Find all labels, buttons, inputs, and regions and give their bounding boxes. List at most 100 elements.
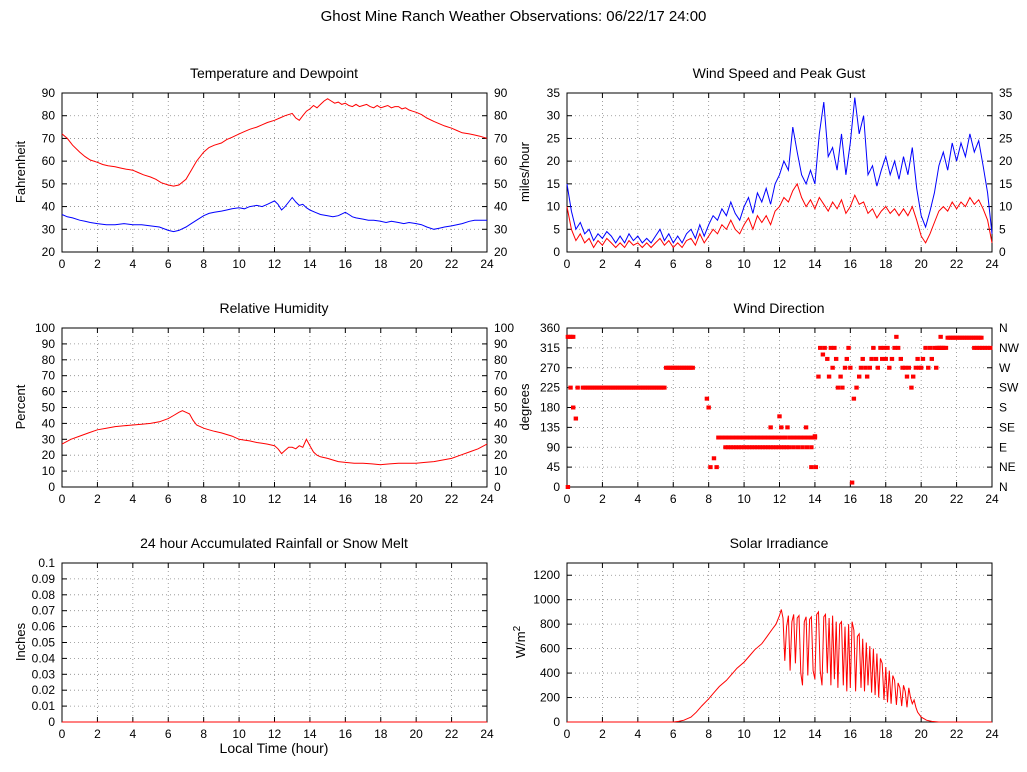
scatter-point [805,435,811,440]
y-tick-label: 600 [540,642,560,656]
x-tick-label: 0 [564,492,571,506]
scatter-point [977,345,982,350]
scatter-point [731,445,736,450]
plot-border [61,327,488,488]
x-tick-label: 2 [94,727,101,741]
scatter-point [795,435,800,440]
y-tick-label: 800 [540,617,560,631]
scatter-point [818,345,823,350]
scatter-point [804,445,810,450]
scatter-point [760,445,765,450]
y-right-tick-label: 30 [494,432,508,446]
scatter-point [871,345,876,350]
plot-area-solar-irradiance: 0 2 4 6 8 10 12 14 16 18 20 22 240200400600800100012… [533,562,999,741]
scatter-point [854,385,859,390]
scatter-point [802,435,807,440]
scatter-point [741,445,747,450]
chart-rainfall: 24 hour Accumulated Rainfall or Snow Mel… [13,535,494,756]
scatter-point [838,374,843,379]
x-tick-label: 24 [985,727,999,741]
scatter-point [791,435,796,440]
y-tick-label: 90 [547,440,561,454]
scatter-point [851,396,857,401]
scatter-point [858,365,864,370]
x-tick-label: 12 [773,257,787,271]
y-tick-label: 10 [42,464,56,478]
x-tick-label: 16 [339,492,353,506]
x-tick-label: 10 [232,257,246,271]
series-line-relative-humidity [61,410,488,466]
x-tick-label: 0 [564,727,571,741]
scatter-point [765,445,771,450]
scatter-point [755,445,760,450]
scatter-point [923,345,928,350]
y-tick-label: 20 [42,448,56,462]
scatter-point [812,435,818,440]
y-tick-label: 0.03 [32,667,56,681]
scatter-point [881,345,887,350]
scatter-point [748,435,753,440]
x-tick-label: 18 [374,492,388,506]
scatter-point [730,435,735,440]
scatter-point [809,435,814,440]
x-tick-label: 0 [564,257,571,271]
scatter-point [822,345,827,350]
x-tick-label: 16 [844,257,858,271]
y-tick-label: 15 [547,177,561,191]
scatter-point [892,345,897,350]
x-tick-label: 10 [737,492,751,506]
x-tick-label: 4 [129,257,136,271]
y-tick-label: 60 [42,385,56,399]
scatter-point [894,334,899,339]
y-tick-label: 0.02 [32,683,56,697]
y-right-tick-label: 10 [494,464,508,478]
x-tick-label: 6 [670,492,677,506]
y-tick-label: 25 [547,131,561,145]
scatter-point [783,435,788,440]
x-tick-label: 10 [737,257,751,271]
y-right-tick-label: 30 [494,222,508,236]
scatter-point [898,356,904,361]
x-tick-label: 16 [339,257,353,271]
y-tick-label: 0.07 [32,604,56,618]
y-tick-label: 30 [42,222,56,236]
x-tick-label: 20 [914,492,928,506]
y-tick-label: 90 [42,337,56,351]
y-right-tick-label: 10 [999,200,1013,214]
scatter-point [803,425,809,430]
scatter-point [565,485,571,489]
y-axis-label-inches: Inches [13,622,28,661]
y-right-tick-label: 40 [494,200,508,214]
scatter-point [856,374,862,379]
scatter-point [776,445,781,450]
scatter-point [974,345,980,350]
scatter-point [570,405,576,410]
scatter-point [864,374,870,379]
y-right-tick-label: 20 [999,154,1013,168]
scatter-point [918,365,924,370]
x-tick-label: 4 [634,727,641,741]
scatter-point [704,396,710,401]
x-tick-label: 16 [339,727,353,741]
series-line-solar-irradiance [567,609,992,723]
y-right-tick-label: 90 [494,337,508,351]
scatter-point [757,445,763,450]
scatter-point [832,345,837,350]
x-tick-label: 16 [844,727,858,741]
scatter-point [903,365,908,370]
x-tick-label: 20 [409,727,423,741]
series-line-temperature [61,98,488,187]
y-right-tick-label: 70 [494,131,508,145]
scatter-point [906,365,911,370]
scatter-point [768,445,773,450]
y-tick-label: 225 [540,381,560,395]
x-tick-label: 4 [129,492,136,506]
scatter-point [773,445,779,450]
chart-solar-irradiance: Solar Irradiance W/m2 0 2 4 6 8 10 12 14 16 18 20 2… [512,535,999,741]
scatter-point [716,435,721,440]
x-tick-label: 2 [599,727,606,741]
scatter-point [900,365,905,370]
y-tick-label: 0.04 [32,651,56,665]
